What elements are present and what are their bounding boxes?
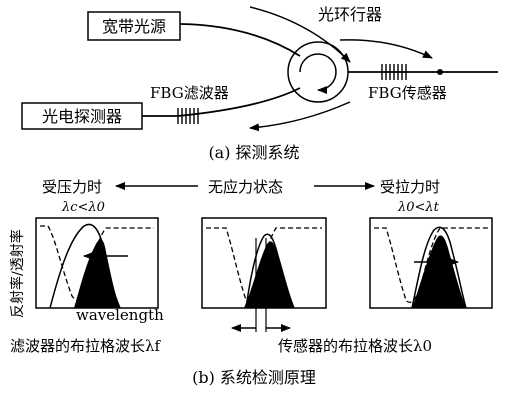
fbg-sensor-grating	[381, 64, 407, 80]
filter-spectrum-dashed	[206, 227, 322, 304]
sensor-spectrum-fill	[74, 239, 120, 308]
detector-fiber	[177, 87, 301, 117]
input-light-arrow	[249, 6, 351, 63]
source-fiber	[179, 23, 301, 57]
panel-no-stress	[201, 217, 327, 332]
compress-condition: λc<λ0	[61, 200, 105, 215]
caption-b: (b) 系统检测原理	[192, 368, 316, 387]
fbg-filter-label: FBG滤波器	[150, 84, 229, 102]
sensor-wavelength-label: 传感器的布拉格波长λ0	[278, 337, 432, 355]
nostress-label: 无应力状态	[208, 178, 283, 196]
sensor-spectrum-curve	[49, 223, 121, 309]
filter-wavelength-label: 滤波器的布拉格波长λf	[10, 337, 162, 355]
photodetector-label: 光电探测器	[42, 107, 122, 126]
fiber-splice-dot	[437, 69, 443, 75]
return-light-arrow	[249, 101, 351, 132]
xaxis-label: wavelength	[76, 306, 164, 324]
broadband-source-label: 宽带光源	[102, 17, 166, 36]
filter-spectrum-dashed	[374, 227, 488, 303]
forward-light-arrow	[339, 39, 433, 59]
filter-spectrum-dashed	[40, 225, 154, 301]
compress-label: 受压力时	[42, 178, 102, 196]
sensor-spectrum-curve	[411, 226, 467, 309]
panel-compression	[35, 217, 159, 309]
circulator-label: 光环行器	[318, 5, 382, 24]
panel-tension	[369, 217, 493, 309]
fbg-sensor-label: FBG传感器	[368, 84, 447, 102]
broadband-source-box	[87, 11, 181, 41]
yaxis-label: 反射率/透射率	[9, 229, 26, 318]
tension-label: 受拉力时	[380, 178, 440, 196]
tension-condition: λ0<λt	[397, 200, 440, 215]
sensor-spectrum-fill	[412, 235, 466, 308]
fbg-filter-grating	[177, 108, 199, 124]
caption-a: (a) 探测系统	[208, 143, 299, 162]
